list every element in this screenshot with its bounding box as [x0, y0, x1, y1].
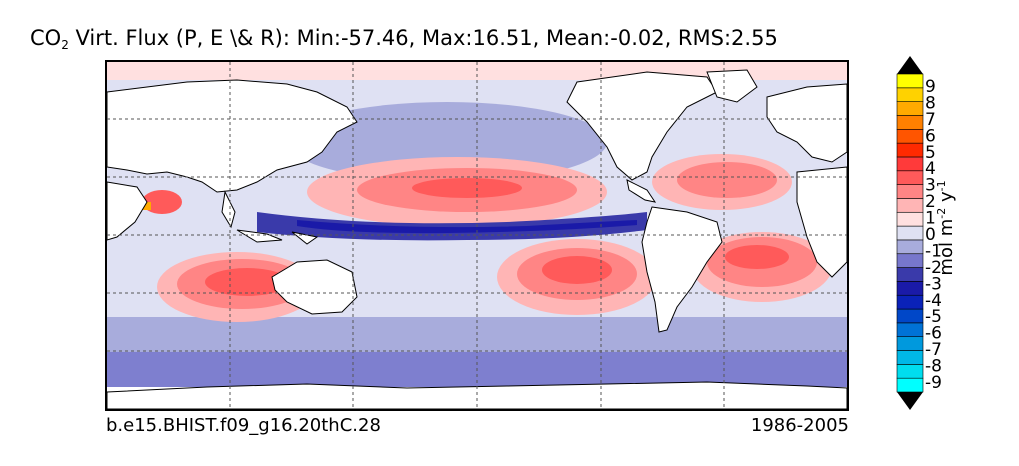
colorbar-tick-label: -8 [925, 357, 942, 377]
colorbar-tick-label: 9 [925, 77, 936, 97]
colorbar-swatch [896, 211, 924, 227]
colorbar-tick-label: 0 [925, 225, 936, 245]
colorbar-swatch [896, 156, 924, 172]
colorbar-swatch [896, 267, 924, 282]
colorbar-swatch [896, 336, 924, 351]
colorbar-swatch [896, 308, 924, 324]
colorbar-tick-label: -1 [925, 241, 942, 261]
colorbar-swatch [896, 184, 924, 199]
colorbar-swatch [896, 239, 924, 255]
colorbar-swatch [896, 73, 924, 89]
colorbar-swatch [896, 350, 924, 365]
colorbar-tick-label: 4 [925, 159, 936, 179]
colorbar-swatch [896, 364, 924, 379]
colorbar-tick-label: 2 [925, 192, 936, 212]
year-range-label: 1986-2005 [750, 415, 849, 436]
colorbar-swatch [896, 294, 924, 310]
colorbar-tick-label: -9 [925, 373, 942, 393]
colorbar-swatch [896, 253, 924, 268]
colorbar-swatch [896, 377, 924, 393]
colorbar-swatch [896, 322, 924, 337]
colorbar-tick-label: -3 [925, 274, 942, 294]
colorbar-swatch [896, 225, 924, 241]
colorbar-tick-label: 5 [925, 143, 936, 163]
colorbar-tick-label: -7 [925, 340, 942, 360]
colorbar-over-arrow [897, 56, 923, 74]
world-map [105, 60, 849, 411]
case-name-label: b.e15.BHIST.f09_g16.20thC.28 [106, 415, 381, 436]
colorbar-tick-label: -6 [925, 324, 942, 344]
colorbar-tick-label: -4 [925, 291, 942, 311]
colorbar-swatch [896, 87, 924, 102]
colorbar-swatch [896, 129, 924, 144]
colorbar-tick-label: -5 [925, 307, 942, 327]
colorbar-tick-label: 8 [925, 93, 936, 113]
colorbar-swatch [896, 170, 924, 185]
colorbar-swatch [896, 142, 924, 158]
colorbar-tick-label: 1 [925, 209, 936, 229]
colorbar-tick-label: 3 [925, 176, 936, 196]
colorbar-swatch [896, 198, 924, 213]
flux-field [107, 62, 847, 409]
colorbar-tick-label: -2 [925, 258, 942, 278]
plot-title: CO2 Virt. Flux (P, E \& R): Min:-57.46, … [30, 26, 778, 52]
colorbar-units-label: mol m-2 y-1 [935, 180, 957, 276]
colorbar-tick-label: 6 [925, 126, 936, 146]
colorbar-tick-label: 7 [925, 110, 936, 130]
colorbar-swatch [896, 101, 924, 116]
colorbar-swatch [896, 115, 924, 130]
colorbar-swatch [896, 281, 924, 296]
colorbar-under-arrow [897, 392, 923, 410]
